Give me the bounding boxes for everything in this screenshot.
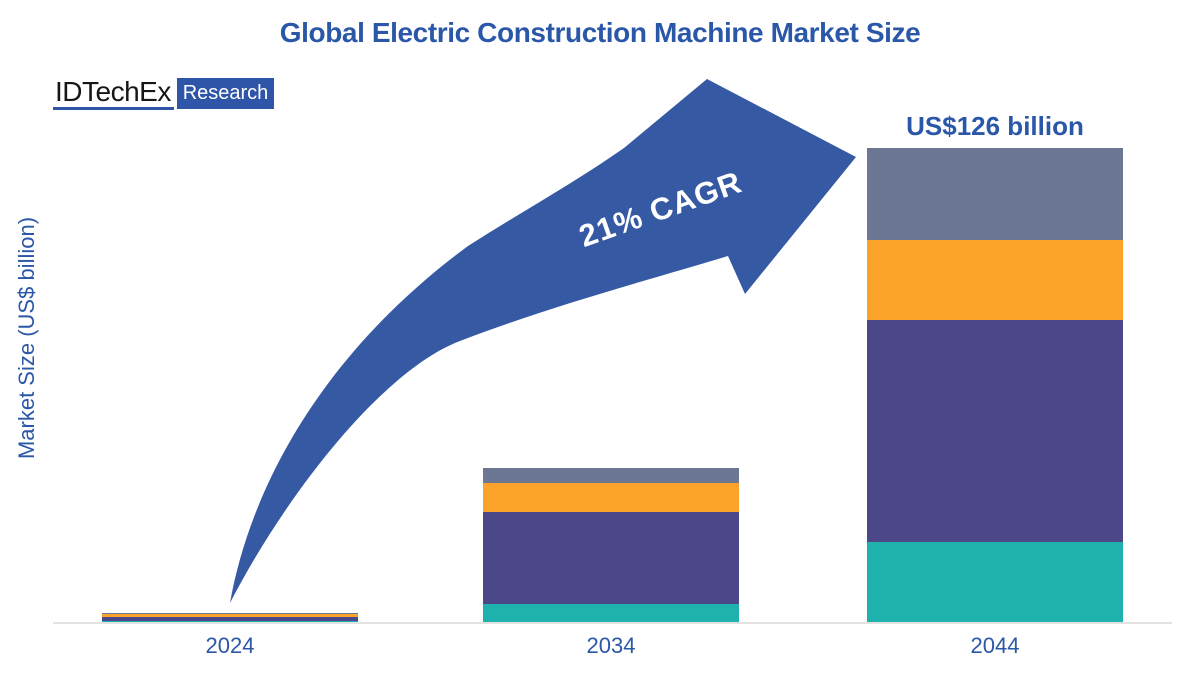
bar-2024-orange-segment [102,613,358,617]
bar-2044-purple-segment [867,319,1123,542]
logo-wordmark: IDTechEx [55,76,171,107]
bar-2044-orange-segment [867,240,1123,320]
x-tick-label-2044: 2044 [970,633,1020,658]
bar-2034-gray-segment [483,468,739,483]
logo-underline [53,107,174,110]
bar-2034-orange-segment [483,482,739,512]
bar-2024-purple-segment [102,616,358,622]
bar-2034-teal-segment [483,604,739,623]
value-label-2044: US$126 billion [906,111,1084,141]
x-axis-line [53,622,1172,624]
bar-2034-purple-segment [483,511,739,605]
growth-arrow-shape [230,79,856,603]
logo-research-badge: Research [177,78,274,109]
x-tick-label-2024: 2024 [205,633,255,658]
chart-title: Global Electric Construction Machine Mar… [279,17,921,48]
bar-2044-gray-segment [867,147,1123,241]
x-tick-label-2034: 2034 [586,633,636,658]
bar-2044-teal-segment [867,541,1123,623]
